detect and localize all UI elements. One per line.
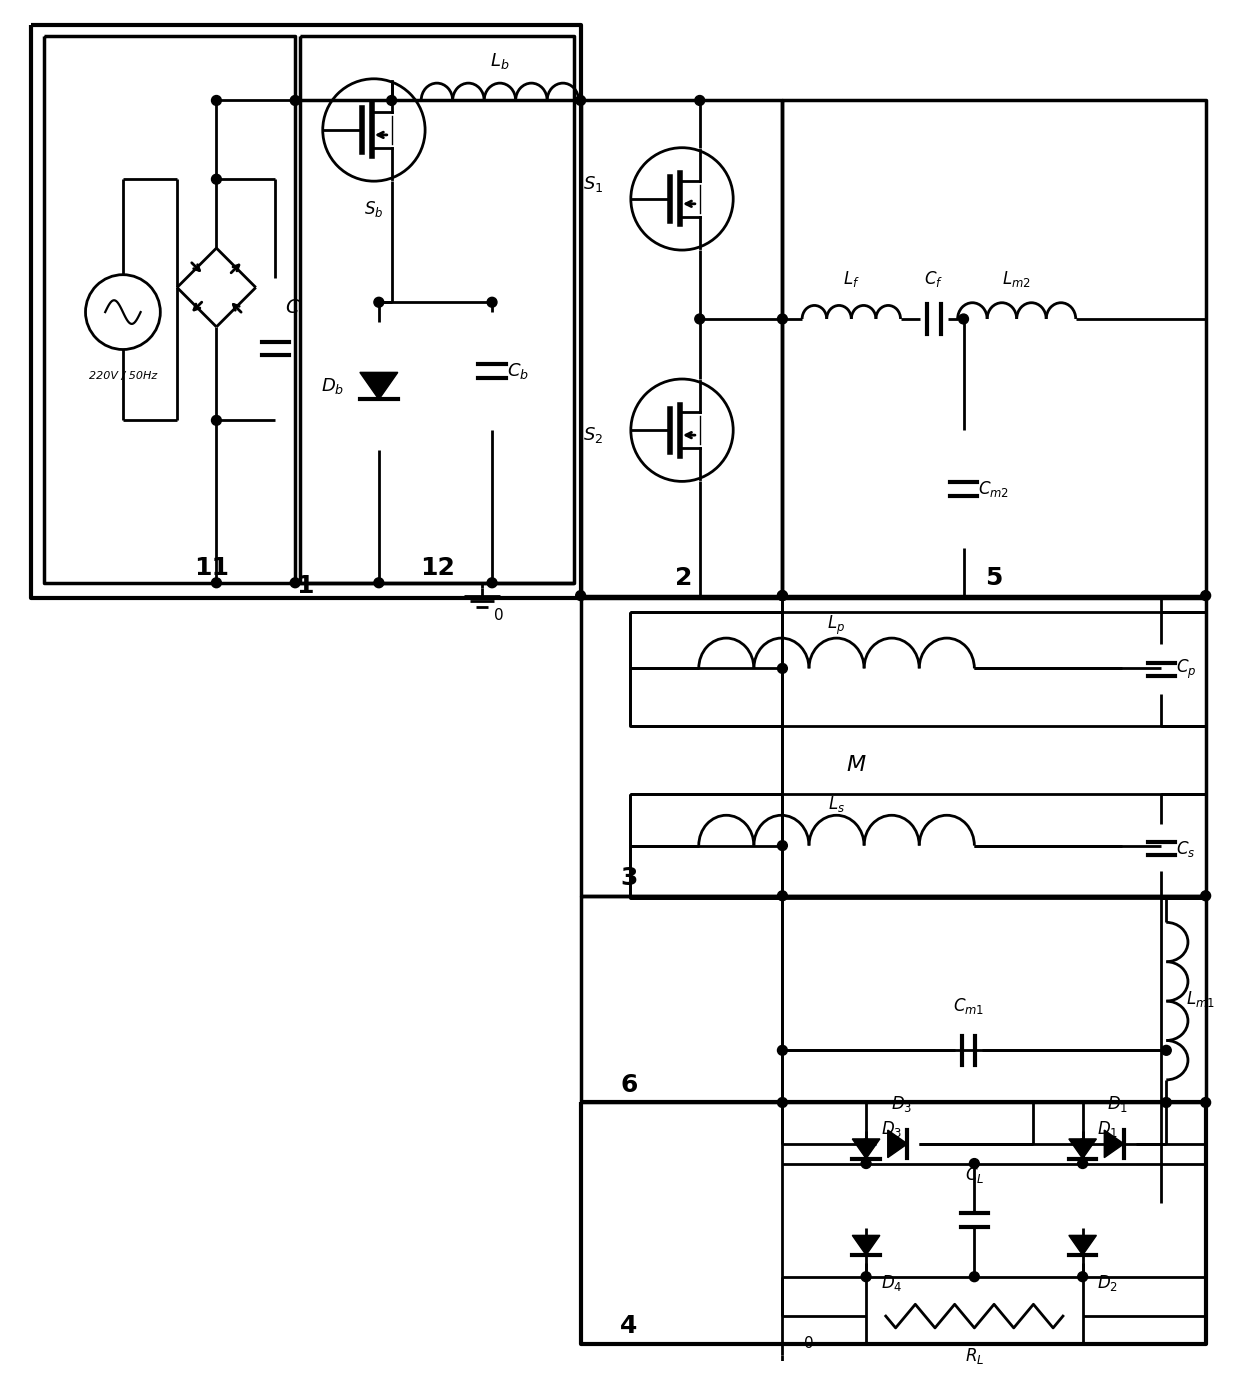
Text: $M$: $M$ — [846, 755, 867, 775]
Circle shape — [1162, 1046, 1172, 1055]
Polygon shape — [852, 1236, 880, 1255]
Text: $L_p$: $L_p$ — [827, 614, 846, 637]
Circle shape — [374, 578, 383, 588]
Circle shape — [212, 95, 222, 106]
Text: $R_L$: $R_L$ — [965, 1346, 985, 1365]
Text: $D_3$: $D_3$ — [880, 1119, 903, 1139]
Text: $D_4$: $D_4$ — [880, 1273, 903, 1293]
Circle shape — [387, 95, 397, 106]
Circle shape — [861, 1159, 870, 1168]
Circle shape — [374, 297, 383, 307]
Text: 0: 0 — [804, 1336, 813, 1351]
Text: $C_b$: $C_b$ — [507, 361, 528, 381]
Text: 1: 1 — [296, 574, 314, 597]
Text: 5: 5 — [986, 566, 1003, 590]
Text: $C$: $C$ — [285, 297, 301, 316]
Polygon shape — [360, 373, 398, 399]
Text: $D_b$: $D_b$ — [321, 376, 345, 396]
Text: $L_s$: $L_s$ — [828, 794, 846, 815]
Circle shape — [777, 314, 787, 323]
Circle shape — [777, 590, 787, 600]
Text: $D_3$: $D_3$ — [890, 1094, 911, 1115]
Circle shape — [575, 95, 585, 106]
Text: $L_{m1}$: $L_{m1}$ — [1185, 989, 1215, 1009]
Text: 0: 0 — [494, 608, 503, 623]
Text: 4: 4 — [620, 1314, 637, 1337]
Text: $C_s$: $C_s$ — [1177, 838, 1195, 859]
Circle shape — [861, 1139, 870, 1149]
Polygon shape — [1069, 1236, 1096, 1255]
Text: $C_{m2}$: $C_{m2}$ — [978, 479, 1009, 499]
Polygon shape — [888, 1130, 908, 1157]
Text: $C_p$: $C_p$ — [1177, 658, 1197, 681]
Text: $L_{m2}$: $L_{m2}$ — [1002, 270, 1032, 289]
Circle shape — [1200, 890, 1210, 901]
Text: 6: 6 — [620, 1073, 637, 1097]
Circle shape — [777, 1046, 787, 1055]
Circle shape — [212, 578, 222, 588]
Circle shape — [777, 890, 787, 901]
Circle shape — [1200, 1098, 1210, 1108]
Circle shape — [970, 1159, 980, 1168]
Text: $D_1$: $D_1$ — [1107, 1094, 1128, 1115]
Circle shape — [212, 175, 222, 184]
Circle shape — [290, 95, 300, 106]
Text: $S_2$: $S_2$ — [583, 425, 604, 444]
Text: 2: 2 — [676, 566, 693, 590]
Text: 3: 3 — [620, 866, 637, 890]
Text: $S_b$: $S_b$ — [365, 200, 383, 219]
Text: $L_f$: $L_f$ — [843, 270, 859, 289]
Circle shape — [694, 314, 704, 323]
Circle shape — [575, 590, 585, 600]
Circle shape — [487, 297, 497, 307]
Circle shape — [777, 841, 787, 850]
Text: $L_b$: $L_b$ — [490, 51, 510, 72]
Circle shape — [777, 663, 787, 673]
Circle shape — [1078, 1271, 1087, 1281]
Polygon shape — [1069, 1139, 1096, 1159]
Circle shape — [1162, 1098, 1172, 1108]
Circle shape — [861, 1271, 870, 1281]
Circle shape — [1078, 1159, 1087, 1168]
Circle shape — [1200, 590, 1210, 600]
Circle shape — [487, 578, 497, 588]
Circle shape — [959, 314, 968, 323]
Text: $S_1$: $S_1$ — [583, 175, 604, 194]
Polygon shape — [852, 1139, 880, 1159]
Circle shape — [290, 578, 300, 588]
Text: $C_f$: $C_f$ — [924, 270, 944, 289]
Circle shape — [1078, 1139, 1087, 1149]
Circle shape — [970, 1271, 980, 1281]
Text: 11: 11 — [193, 556, 229, 581]
Text: 220V / 50Hz: 220V / 50Hz — [89, 372, 157, 381]
Circle shape — [212, 416, 222, 425]
Polygon shape — [1105, 1130, 1123, 1157]
Circle shape — [777, 590, 787, 600]
Text: $D_2$: $D_2$ — [1097, 1273, 1118, 1293]
Text: 12: 12 — [420, 556, 455, 581]
Text: $C_{m1}$: $C_{m1}$ — [952, 996, 985, 1015]
Text: $C_L$: $C_L$ — [965, 1165, 985, 1185]
Text: $D_1$: $D_1$ — [1097, 1119, 1118, 1139]
Circle shape — [777, 1098, 787, 1108]
Circle shape — [694, 95, 704, 106]
